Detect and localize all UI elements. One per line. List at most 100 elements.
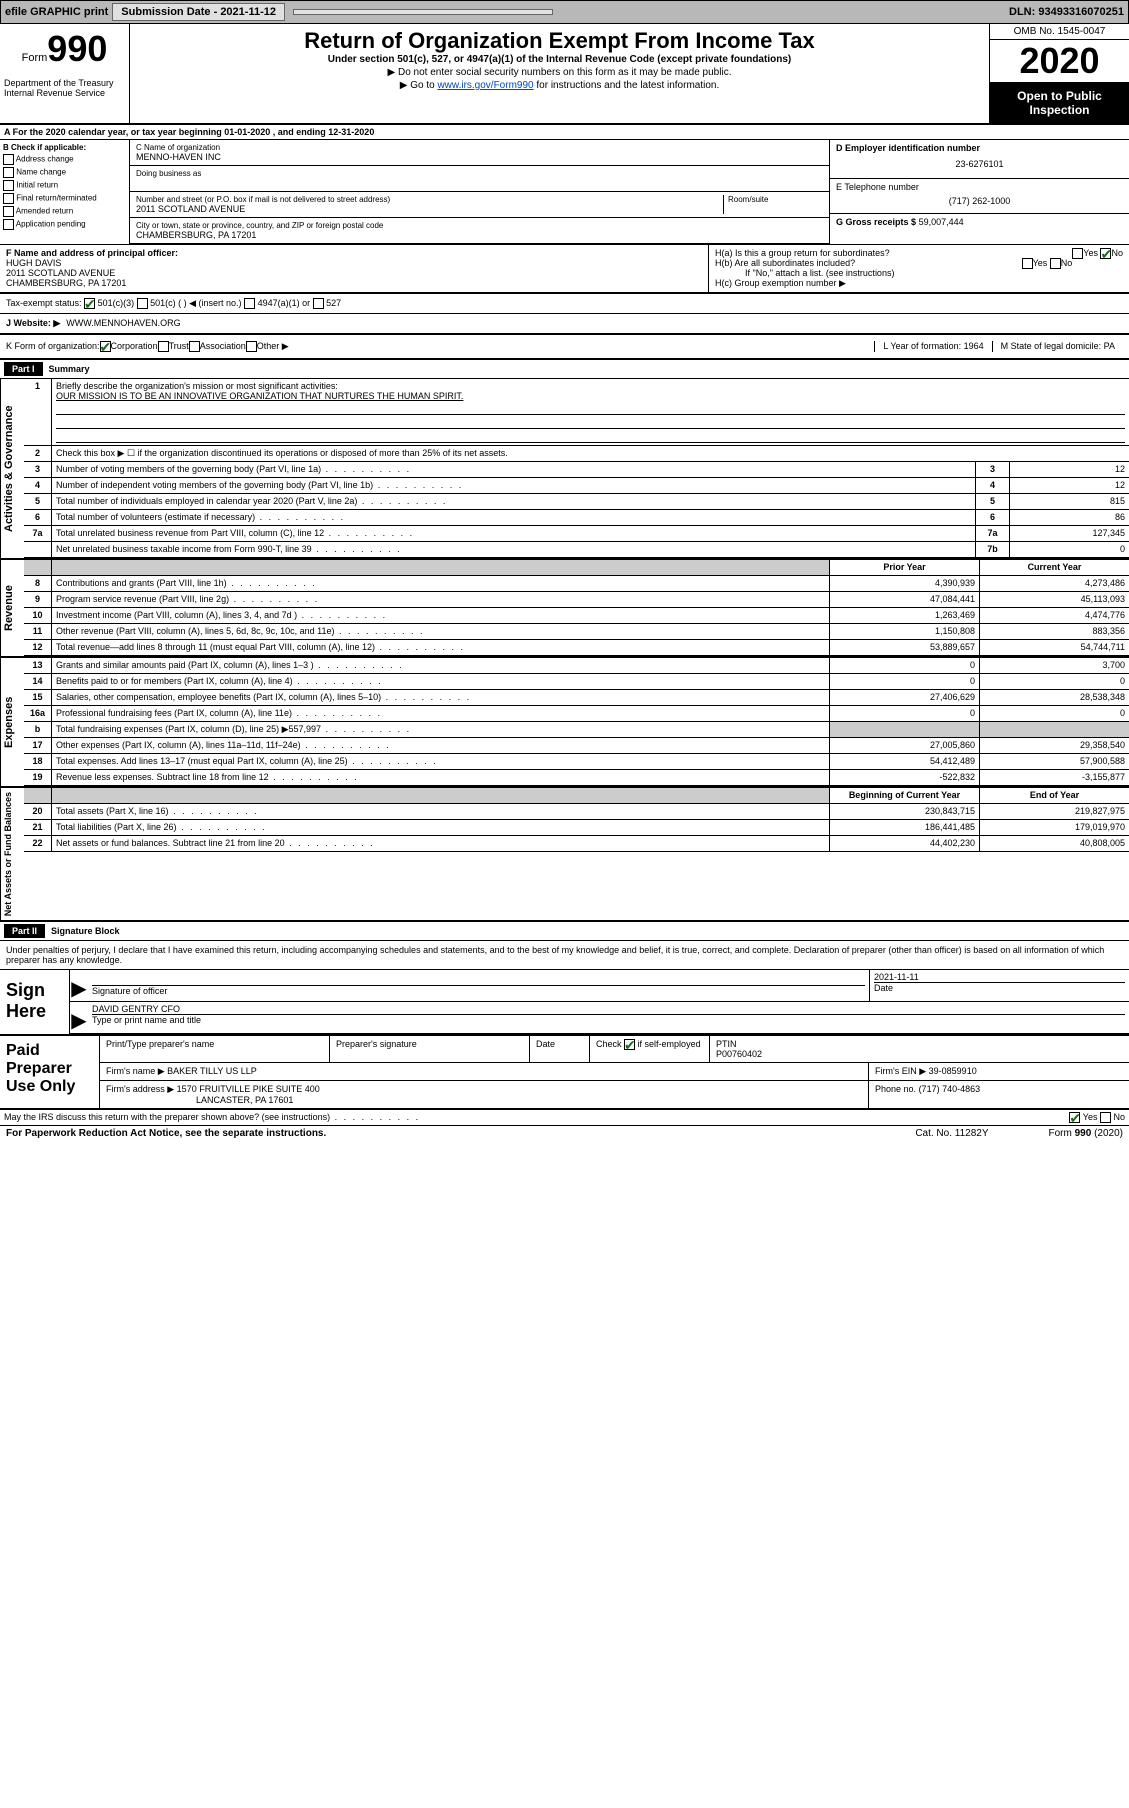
revenue-label: Revenue xyxy=(0,560,24,656)
firm-phone: (717) 740-4863 xyxy=(919,1084,981,1094)
officer-name-title: DAVID GENTRY CFO xyxy=(92,1004,1125,1015)
col-b: B Check if applicable: Address change Na… xyxy=(0,140,130,244)
dln-label: DLN: 93493316070251 xyxy=(1009,6,1124,18)
discuss-row: May the IRS discuss this return with the… xyxy=(0,1110,1129,1126)
ein-value: 23-6276101 xyxy=(836,153,1123,175)
hb-no-checkbox[interactable] xyxy=(1050,258,1061,269)
form-ref: Form 990 (2020) xyxy=(1049,1128,1123,1139)
tax-status-row: Tax-exempt status: 501(c)(3) 501(c) ( ) … xyxy=(0,294,1129,314)
table-row: 19Revenue less expenses. Subtract line 1… xyxy=(24,770,1129,786)
form-header: Form990 Department of the Treasury Inter… xyxy=(0,24,1129,125)
part2-header: Part IISignature Block xyxy=(0,922,1129,941)
revenue-section: Revenue Prior YearCurrent Year 8Contribu… xyxy=(0,560,1129,658)
footer: For Paperwork Reduction Act Notice, see … xyxy=(0,1126,1129,1141)
arrow-icon: ▶ xyxy=(70,1002,88,1033)
org-name: MENNO-HAVEN INC xyxy=(136,152,823,162)
form-number: 990 xyxy=(47,28,107,69)
table-row: 15Salaries, other compensation, employee… xyxy=(24,690,1129,706)
trust-checkbox[interactable] xyxy=(158,341,169,352)
final-return-checkbox[interactable] xyxy=(3,193,14,204)
firm-addr1: 1570 FRUITVILLE PIKE SUITE 400 xyxy=(177,1084,320,1094)
table-row: 22Net assets or fund balances. Subtract … xyxy=(24,836,1129,852)
discuss-no-checkbox[interactable] xyxy=(1100,1112,1111,1123)
officer-addr1: 2011 SCOTLAND AVENUE xyxy=(6,268,115,278)
table-row: Net unrelated business taxable income fr… xyxy=(24,542,1129,558)
instruction-line-1: ▶ Do not enter social security numbers o… xyxy=(134,67,985,78)
website-row: J Website: ▶ WWW.MENNOHAVEN.ORG xyxy=(0,314,1129,335)
501c-checkbox[interactable] xyxy=(137,298,148,309)
year-formation: L Year of formation: 1964 xyxy=(874,341,991,352)
amended-return-checkbox[interactable] xyxy=(3,206,14,217)
section-fh: F Name and address of principal officer:… xyxy=(0,245,1129,294)
section-bcd: B Check if applicable: Address change Na… xyxy=(0,140,1129,245)
discuss-yes-checkbox[interactable] xyxy=(1069,1112,1080,1123)
table-row: bTotal fundraising expenses (Part IX, co… xyxy=(24,722,1129,738)
top-bar: efile GRAPHIC print Submission Date - 20… xyxy=(0,0,1129,24)
netassets-section: Net Assets or Fund Balances Beginning of… xyxy=(0,788,1129,922)
4947-checkbox[interactable] xyxy=(244,298,255,309)
form-title: Return of Organization Exempt From Incom… xyxy=(134,28,985,54)
501c3-checkbox[interactable] xyxy=(84,298,95,309)
form-subtitle: Under section 501(c), 527, or 4947(a)(1)… xyxy=(134,54,985,65)
open-public-badge: Open to Public Inspection xyxy=(990,83,1129,123)
firm-addr2: LANCASTER, PA 17601 xyxy=(196,1095,293,1105)
527-checkbox[interactable] xyxy=(313,298,324,309)
telephone-value: (717) 262-1000 xyxy=(836,192,1123,210)
dept-label: Department of the Treasury Internal Reve… xyxy=(4,78,125,98)
table-row: 20Total assets (Part X, line 16)230,843,… xyxy=(24,804,1129,820)
irs-link[interactable]: www.irs.gov/Form990 xyxy=(437,80,533,91)
col-d: D Employer identification number23-62761… xyxy=(829,140,1129,244)
assoc-checkbox[interactable] xyxy=(189,341,200,352)
tax-year: 2020 xyxy=(990,40,1129,83)
table-row: 21Total liabilities (Part X, line 26)186… xyxy=(24,820,1129,836)
part1-header: Part ISummary xyxy=(0,360,1129,379)
table-row: 4Number of independent voting members of… xyxy=(24,478,1129,494)
preparer-block: Paid Preparer Use Only Print/Type prepar… xyxy=(0,1036,1129,1110)
firm-ein: 39-0859910 xyxy=(929,1066,977,1076)
state-domicile: M State of legal domicile: PA xyxy=(992,341,1123,352)
cat-no: Cat. No. 11282Y xyxy=(915,1128,988,1139)
table-row: 6Total number of volunteers (estimate if… xyxy=(24,510,1129,526)
corp-checkbox[interactable] xyxy=(100,341,111,352)
section-a: A For the 2020 calendar year, or tax yea… xyxy=(0,125,1129,140)
ha-no-checkbox[interactable] xyxy=(1100,248,1111,259)
website-value: WWW.MENNOHAVEN.ORG xyxy=(66,318,180,329)
expenses-label: Expenses xyxy=(0,658,24,786)
table-row: 16aProfessional fundraising fees (Part I… xyxy=(24,706,1129,722)
hc-label: H(c) Group exemption number ▶ xyxy=(715,278,1123,289)
governance-section: Activities & Governance 1Briefly describ… xyxy=(0,379,1129,560)
firm-name: BAKER TILLY US LLP xyxy=(167,1066,257,1076)
table-row: 8Contributions and grants (Part VIII, li… xyxy=(24,576,1129,592)
officer-addr2: CHAMBERSBURG, PA 17201 xyxy=(6,278,126,288)
other-checkbox[interactable] xyxy=(246,341,257,352)
self-employed-checkbox[interactable] xyxy=(624,1039,635,1050)
omb-number: OMB No. 1545-0047 xyxy=(990,24,1129,40)
address-change-checkbox[interactable] xyxy=(3,154,14,165)
mission-text: OUR MISSION IS TO BE AN INNOVATIVE ORGAN… xyxy=(56,391,463,401)
name-change-checkbox[interactable] xyxy=(3,167,14,178)
hb-yes-checkbox[interactable] xyxy=(1022,258,1033,269)
street-address: 2011 SCOTLAND AVENUE xyxy=(136,204,723,214)
sign-block: Sign Here ▶ Signature of officer 2021-11… xyxy=(0,969,1129,1036)
ptin-value: P00760402 xyxy=(716,1049,762,1059)
initial-return-checkbox[interactable] xyxy=(3,180,14,191)
table-row: 5Total number of individuals employed in… xyxy=(24,494,1129,510)
table-row: 12Total revenue—add lines 8 through 11 (… xyxy=(24,640,1129,656)
blank-button[interactable] xyxy=(293,9,553,15)
dba-label: Doing business as xyxy=(136,169,823,178)
ha-yes-checkbox[interactable] xyxy=(1072,248,1083,259)
efile-label: efile GRAPHIC print xyxy=(5,6,108,18)
expenses-section: Expenses 13Grants and similar amounts pa… xyxy=(0,658,1129,788)
submission-date-button[interactable]: Submission Date - 2021-11-12 xyxy=(112,3,285,21)
application-pending-checkbox[interactable] xyxy=(3,219,14,230)
col-c: C Name of organizationMENNO-HAVEN INC Do… xyxy=(130,140,829,244)
instruction-line-2: ▶ Go to www.irs.gov/Form990 for instruct… xyxy=(134,80,985,91)
table-row: 14Benefits paid to or for members (Part … xyxy=(24,674,1129,690)
korg-row: K Form of organization: Corporation Trus… xyxy=(0,335,1129,360)
perjury-text: Under penalties of perjury, I declare th… xyxy=(0,941,1129,969)
table-row: 18Total expenses. Add lines 13–17 (must … xyxy=(24,754,1129,770)
sign-date: 2021-11-11 xyxy=(874,972,1125,983)
form-label: Form xyxy=(22,52,48,64)
table-row: 3Number of voting members of the governi… xyxy=(24,462,1129,478)
table-row: 17Other expenses (Part IX, column (A), l… xyxy=(24,738,1129,754)
